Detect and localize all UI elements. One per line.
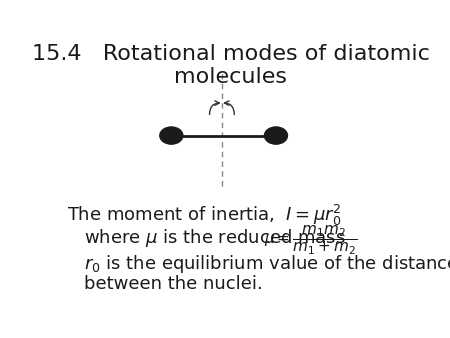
- Text: $\mu = \dfrac{m_1 m_2}{m_1 + m_2}$: $\mu = \dfrac{m_1 m_2}{m_1 + m_2}$: [264, 224, 357, 257]
- FancyArrowPatch shape: [225, 101, 234, 115]
- Text: $r_0$ is the equilibrium value of the distance: $r_0$ is the equilibrium value of the di…: [84, 253, 450, 275]
- Text: 15.4   Rotational modes of diatomic: 15.4 Rotational modes of diatomic: [32, 45, 430, 65]
- Circle shape: [160, 127, 183, 144]
- Text: The moment of inertia,  $I = \mu r_0^2$: The moment of inertia, $I = \mu r_0^2$: [67, 203, 342, 228]
- Text: between the nuclei.: between the nuclei.: [84, 275, 263, 293]
- Text: where $\mu$ is the reduced mass: where $\mu$ is the reduced mass: [84, 227, 346, 249]
- Circle shape: [265, 127, 288, 144]
- Text: molecules: molecules: [174, 67, 287, 87]
- FancyArrowPatch shape: [210, 101, 219, 115]
